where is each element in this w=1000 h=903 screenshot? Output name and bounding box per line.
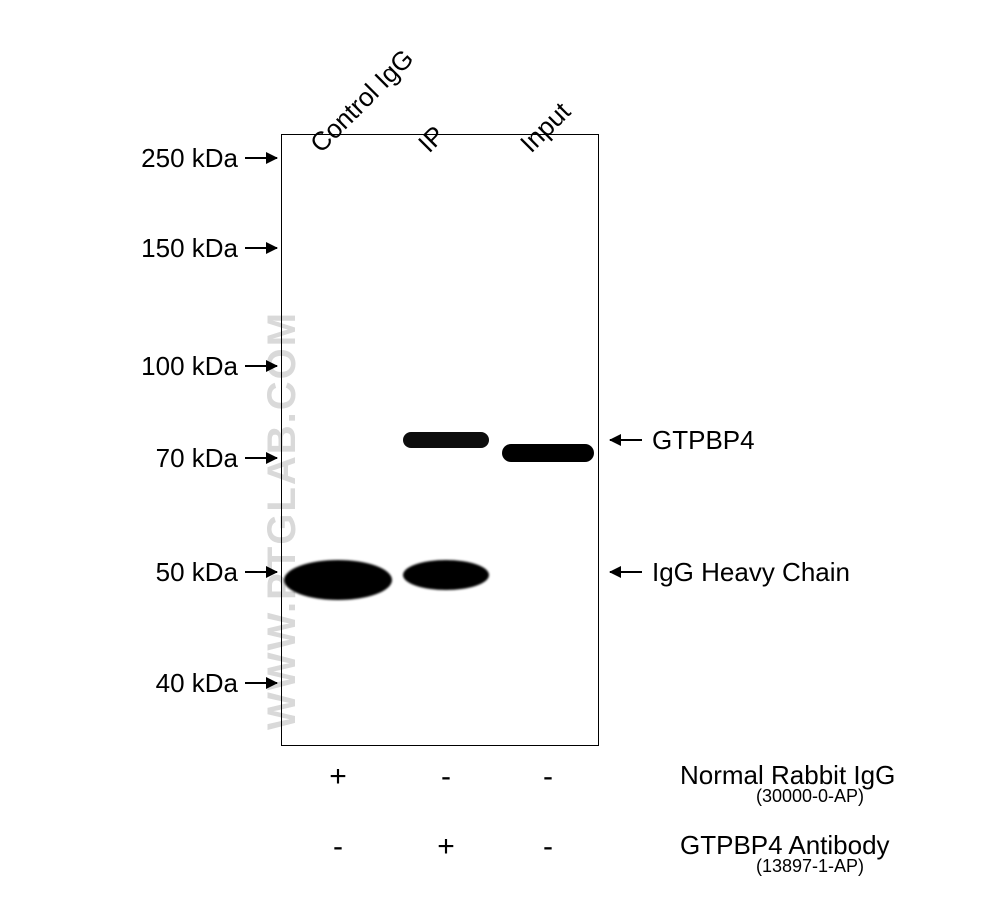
arrow-left-icon bbox=[610, 571, 642, 573]
mw-marker-label: 100 kDa bbox=[108, 351, 238, 382]
blot-band bbox=[502, 444, 594, 462]
arrow-right-icon bbox=[245, 457, 277, 459]
mw-marker-label: 150 kDa bbox=[108, 233, 238, 264]
arrow-right-icon bbox=[245, 365, 277, 367]
mw-marker-label: 50 kDa bbox=[108, 557, 238, 588]
condition-cell: - bbox=[426, 760, 466, 794]
mw-marker-label: 70 kDa bbox=[108, 443, 238, 474]
arrow-right-icon bbox=[245, 157, 277, 159]
mw-marker-label: 40 kDa bbox=[108, 668, 238, 699]
arrow-right-icon bbox=[245, 247, 277, 249]
band-annotation-label: IgG Heavy Chain bbox=[652, 557, 850, 588]
blot-band bbox=[403, 560, 489, 590]
band-annotation-label: GTPBP4 bbox=[652, 425, 755, 456]
condition-cell: - bbox=[318, 830, 358, 864]
blot-band bbox=[284, 560, 392, 600]
condition-cell: + bbox=[318, 760, 358, 794]
condition-cell: - bbox=[528, 760, 568, 794]
condition-row-sublabel: (30000-0-AP) bbox=[680, 786, 940, 807]
condition-cell: - bbox=[528, 830, 568, 864]
figure-canvas: WWW.PTGLAB.COM Control IgGIPInput 250 kD… bbox=[0, 0, 1000, 903]
arrow-left-icon bbox=[610, 439, 642, 441]
mw-marker-label: 250 kDa bbox=[108, 143, 238, 174]
condition-cell: + bbox=[426, 830, 466, 864]
blot-band bbox=[403, 432, 489, 448]
arrow-right-icon bbox=[245, 682, 277, 684]
arrow-right-icon bbox=[245, 571, 277, 573]
condition-row-sublabel: (13897-1-AP) bbox=[680, 856, 940, 877]
